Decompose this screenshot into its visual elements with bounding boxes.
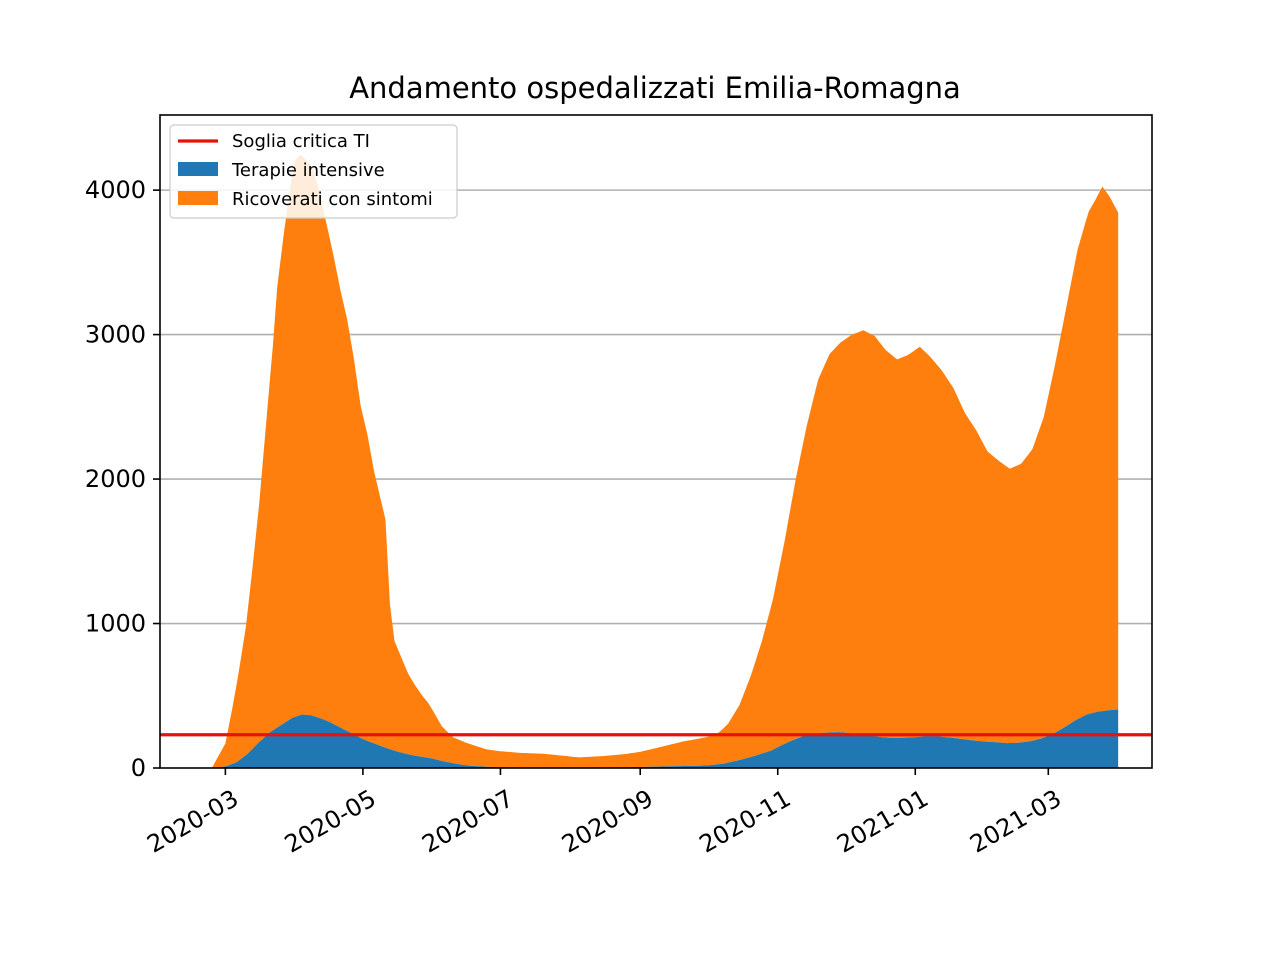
x-tick-label: 2020-05 <box>280 784 381 858</box>
y-tick-label: 2000 <box>85 465 146 493</box>
series-area-terapie-intensive <box>211 709 1119 768</box>
legend-label-icu: Terapie intensive <box>231 160 385 181</box>
x-tick-label: 2020-07 <box>417 784 518 858</box>
legend: Soglia critica TI Terapie intensive Rico… <box>169 124 458 219</box>
plot-frame <box>159 114 1153 769</box>
x-tick-label: 2021-01 <box>832 784 933 858</box>
legend-label-ward: Ricoverati con sintomi <box>232 189 433 210</box>
legend-swatch-icu <box>178 162 218 176</box>
legend-swatch-ward <box>178 191 218 205</box>
y-tick-label: 3000 <box>85 321 146 349</box>
legend-box <box>169 124 458 219</box>
area-series <box>211 154 1119 769</box>
x-tick-label: 2020-03 <box>142 784 243 858</box>
series-area-ricoverati-con-sintomi <box>211 154 1119 769</box>
legend-label-threshold: Soglia critica TI <box>232 131 370 152</box>
chart-title: Andamento ospedalizzati Emilia-Romagna <box>349 71 961 105</box>
y-tick-label: 4000 <box>85 176 146 204</box>
y-tick-label: 1000 <box>85 610 146 638</box>
y-tick-label: 0 <box>131 754 146 782</box>
x-tick-label: 2021-03 <box>965 784 1066 858</box>
x-tick-label: 2020-09 <box>557 784 658 858</box>
x-tick-label: 2020-11 <box>695 784 796 858</box>
